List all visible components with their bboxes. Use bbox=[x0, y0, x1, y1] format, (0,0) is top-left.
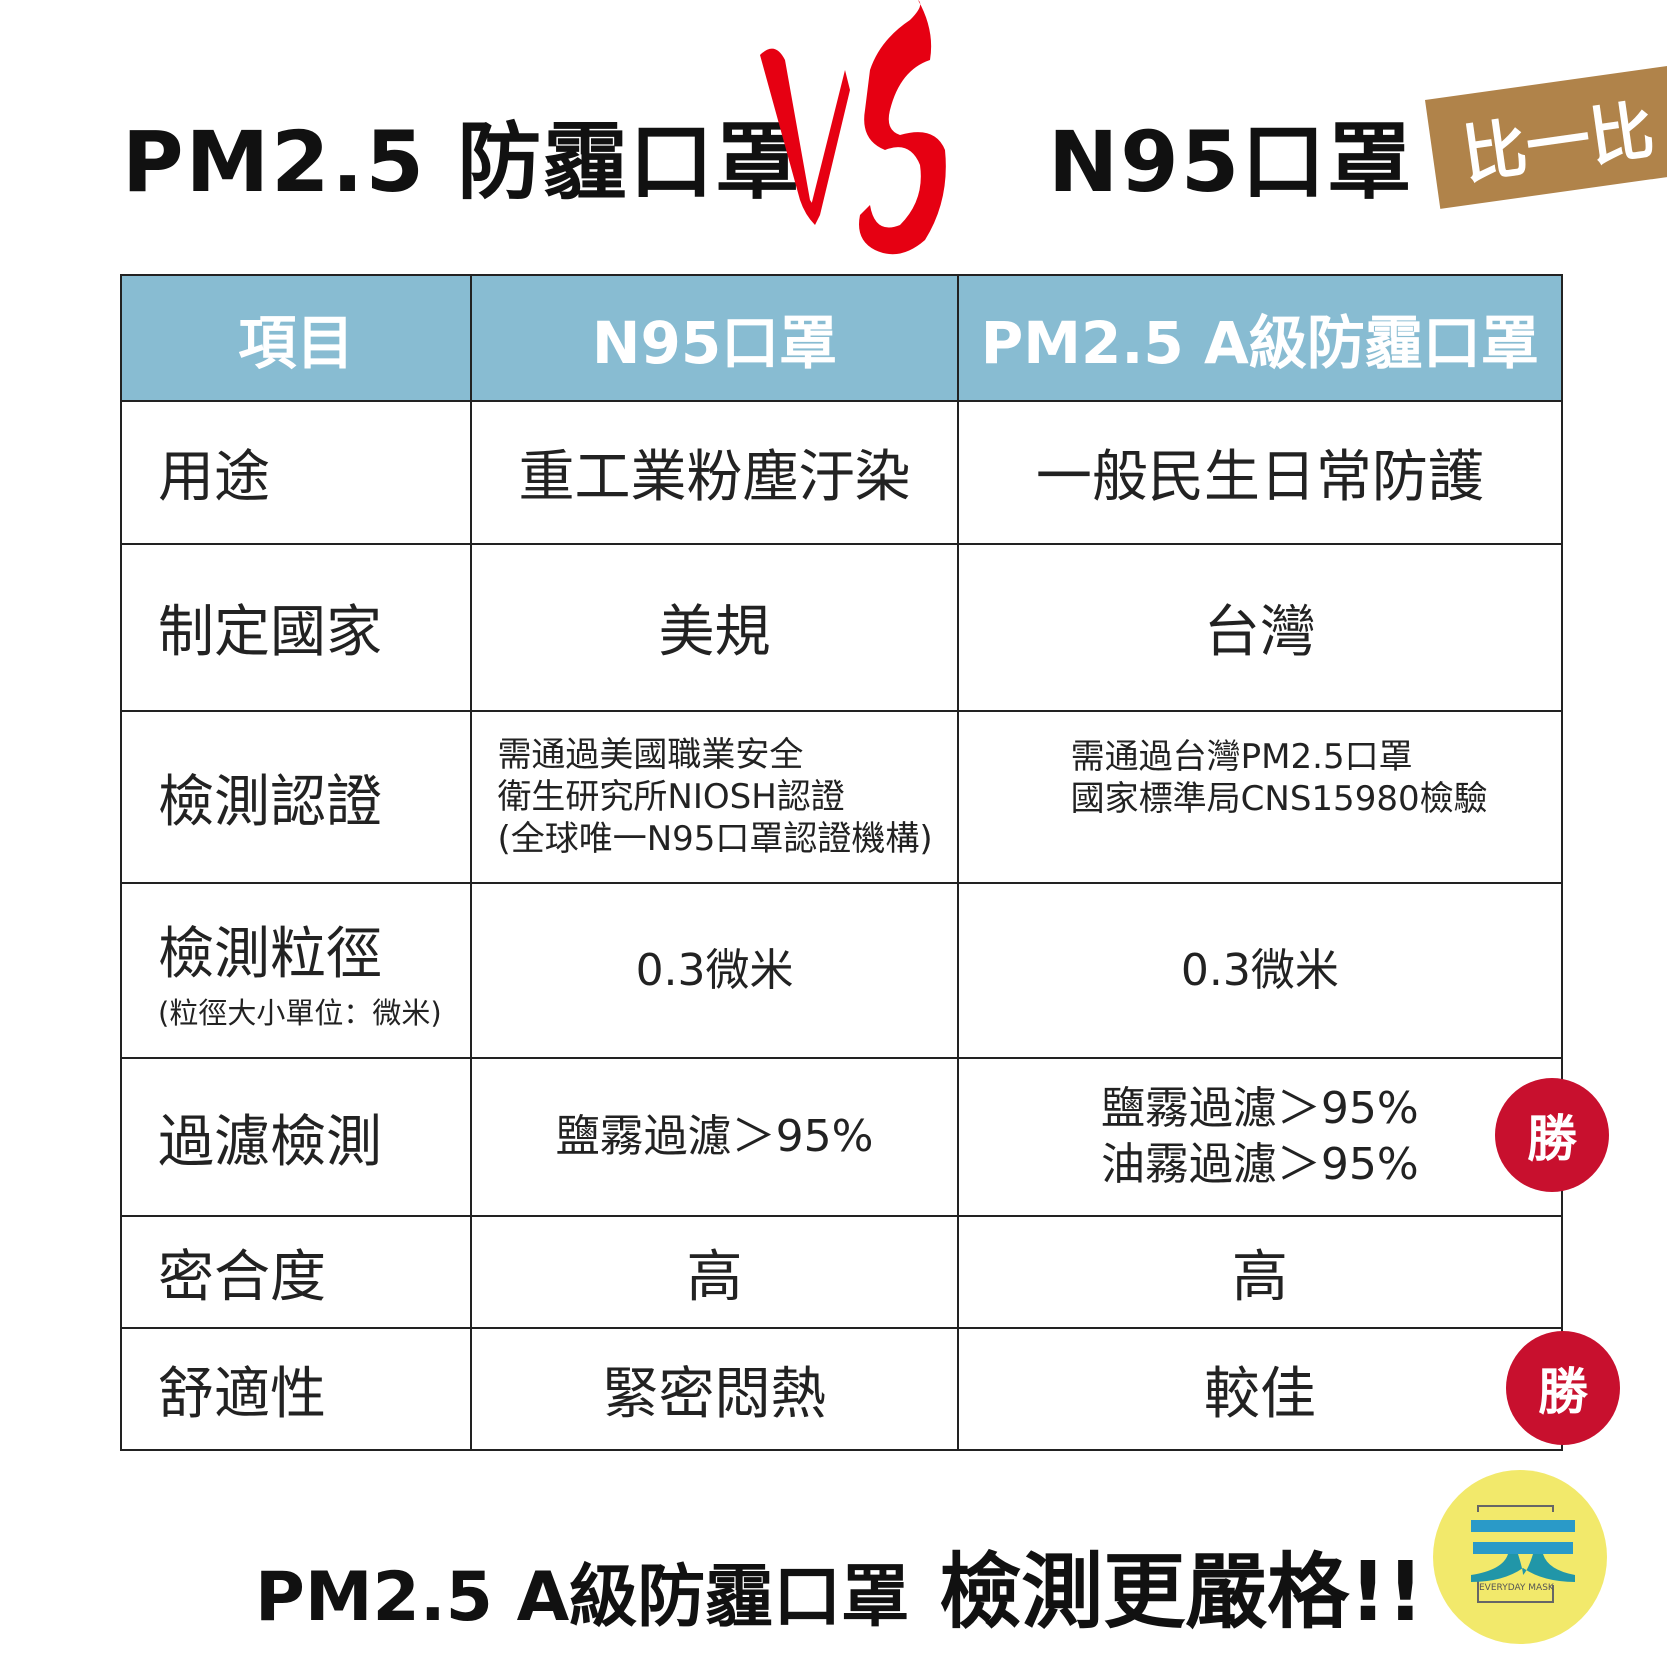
n95-cell: 高 bbox=[470, 1215, 959, 1329]
row-label: 過濾檢測 bbox=[119, 1057, 473, 1217]
table-row: 舒適性 緊密悶熱 較佳 bbox=[119, 1327, 1564, 1451]
n95-cell: 0.3微米 bbox=[470, 882, 959, 1059]
row-label: 制定國家 bbox=[119, 543, 473, 712]
table-row: 過濾檢測 鹽霧過濾＞95% 鹽霧過濾＞95% 油霧過濾＞95% bbox=[119, 1057, 1564, 1217]
vs-logo bbox=[760, 0, 946, 255]
table-header-row: 項目 N95口罩 PM2.5 A級防霾口罩 bbox=[119, 274, 1564, 402]
row-sublabel: (粒徑大小單位：微米) bbox=[158, 996, 442, 1030]
table-row: 檢測認證 需通過美國職業安全 衛生研究所NIOSH認證 (全球唯一N95口罩認證… bbox=[119, 710, 1564, 884]
footer-slogan: PM2.5 A級防霾口罩 檢測更嚴格!! bbox=[255, 1525, 1424, 1644]
text-line: (全球唯一N95口罩認證機構) bbox=[497, 819, 933, 859]
table-row: 檢測粒徑 (粒徑大小單位：微米) 0.3微米 0.3微米 bbox=[119, 882, 1564, 1059]
pm25-cell: 較佳 bbox=[956, 1327, 1564, 1451]
mask-logo-icon: EVERYDAY MASK bbox=[1471, 1505, 1575, 1603]
row-label-text: 檢測粒徑 bbox=[158, 922, 382, 987]
left-title: PM2.5 防霾口罩 bbox=[122, 113, 802, 211]
table-row: 制定國家 美規 台灣 bbox=[119, 543, 1564, 712]
pm25-cell: 高 bbox=[956, 1215, 1564, 1329]
pm25-cell: 需通過台灣PM2.5口罩 國家標準局CNS15980檢驗 bbox=[956, 710, 1564, 884]
logo-text: EVERYDAY MASK bbox=[1479, 1583, 1555, 1593]
text-line: 油霧過濾＞95% bbox=[1100, 1139, 1419, 1190]
pm25-cell: 0.3微米 bbox=[956, 882, 1564, 1059]
win-badge: 勝 bbox=[1495, 1078, 1609, 1192]
win-badge: 勝 bbox=[1506, 1331, 1620, 1445]
n95-cell: 美規 bbox=[470, 543, 959, 712]
row-label: 檢測認證 bbox=[119, 710, 473, 884]
footer-left: PM2.5 A級防霾口罩 bbox=[255, 1558, 910, 1637]
right-title: N95口罩 bbox=[1048, 113, 1414, 211]
text-line: 國家標準局CNS15980檢驗 bbox=[1070, 779, 1488, 819]
pm25-cell: 台灣 bbox=[956, 543, 1564, 712]
column-header: 項目 bbox=[119, 274, 473, 402]
n95-cell: 緊密悶熱 bbox=[470, 1327, 959, 1451]
n95-cell: 鹽霧過濾＞95% bbox=[470, 1057, 959, 1217]
row-label: 密合度 bbox=[119, 1215, 473, 1329]
pm25-cell: 鹽霧過濾＞95% 油霧過濾＞95% bbox=[956, 1057, 1564, 1217]
pm25-cell: 一般民生日常防護 bbox=[956, 400, 1564, 545]
text-line: 需通過美國職業安全 bbox=[497, 735, 804, 775]
row-label: 用途 bbox=[119, 400, 473, 545]
text-line: 鹽霧過濾＞95% bbox=[1100, 1083, 1419, 1134]
row-label: 舒適性 bbox=[119, 1327, 473, 1451]
text-line: 衛生研究所NIOSH認證 bbox=[497, 777, 845, 817]
column-header: N95口罩 bbox=[470, 274, 959, 402]
footer-right: 檢測更嚴格!! bbox=[939, 1545, 1425, 1640]
compare-tag: 比一比 bbox=[1425, 63, 1667, 209]
text-line: 需通過台灣PM2.5口罩 bbox=[1070, 737, 1413, 777]
everyday-mask-logo: EVERYDAY MASK bbox=[1433, 1470, 1607, 1644]
n95-cell: 重工業粉塵汙染 bbox=[470, 400, 959, 545]
row-label: 檢測粒徑 (粒徑大小單位：微米) bbox=[119, 882, 473, 1059]
column-header: PM2.5 A級防霾口罩 bbox=[956, 274, 1564, 402]
n95-cell: 需通過美國職業安全 衛生研究所NIOSH認證 (全球唯一N95口罩認證機構) bbox=[470, 710, 959, 884]
table-row: 用途 重工業粉塵汙染 一般民生日常防護 bbox=[119, 400, 1564, 545]
table-row: 密合度 高 高 bbox=[119, 1215, 1564, 1329]
comparison-table: 項目 N95口罩 PM2.5 A級防霾口罩 用途 重工業粉塵汙染 一般民生日常防… bbox=[119, 274, 1564, 1451]
